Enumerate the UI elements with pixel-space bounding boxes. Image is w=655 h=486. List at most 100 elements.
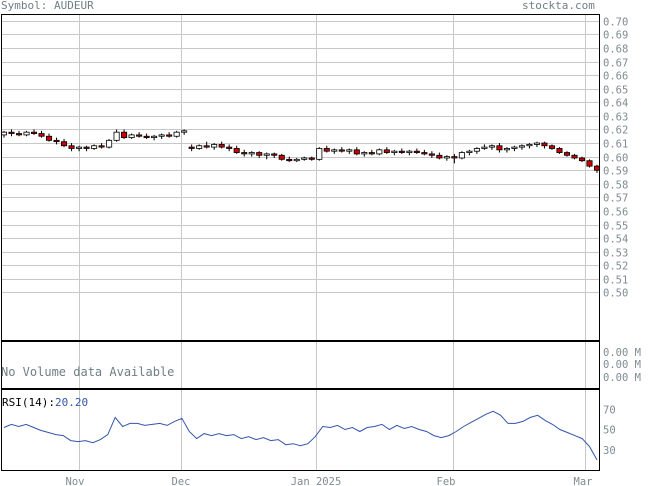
rsi-tick-label: 70 bbox=[603, 404, 616, 416]
panel-frame bbox=[1, 14, 600, 341]
candle-body bbox=[548, 145, 555, 149]
candle-body bbox=[53, 139, 60, 143]
panel-frame bbox=[1, 389, 600, 471]
price-tick-label: 0.61 bbox=[603, 139, 628, 151]
rsi-value: 20.20 bbox=[54, 396, 89, 409]
price-tick-label: 0.69 bbox=[603, 30, 628, 42]
candle-body bbox=[143, 135, 150, 139]
candle-body bbox=[173, 131, 180, 137]
candle-body bbox=[503, 148, 510, 151]
candle-body bbox=[346, 149, 353, 152]
candle-body bbox=[473, 148, 480, 152]
price-tick-label: 0.68 bbox=[603, 44, 628, 56]
candle-body bbox=[428, 153, 435, 156]
candle-body bbox=[113, 131, 120, 141]
candle-body bbox=[15, 133, 23, 136]
candle-body bbox=[241, 152, 248, 155]
candle-body bbox=[301, 157, 308, 160]
candle-body bbox=[316, 148, 323, 160]
brand-label[interactable]: stockta.com bbox=[522, 0, 595, 12]
price-tick-label: 0.62 bbox=[603, 125, 628, 137]
price-tick-label: 0.53 bbox=[603, 248, 628, 260]
candle-body bbox=[263, 153, 270, 156]
candle-body bbox=[136, 134, 143, 137]
candle-body bbox=[23, 131, 30, 136]
candle-body bbox=[46, 135, 53, 141]
price-tick-label: 0.64 bbox=[603, 98, 628, 110]
rsi-line bbox=[3, 410, 598, 461]
date-tick-label: Jan 2025 bbox=[291, 476, 342, 486]
volume-tick-label: 0.00 M bbox=[603, 347, 641, 359]
candle-body bbox=[526, 143, 533, 147]
candle-body bbox=[196, 145, 203, 149]
candle-body bbox=[586, 160, 593, 167]
candle-body bbox=[233, 148, 240, 153]
date-tick-label: Mar bbox=[574, 476, 593, 486]
candle-body bbox=[98, 145, 105, 148]
candle-body bbox=[383, 149, 390, 153]
price-tick-label: 0.54 bbox=[603, 234, 628, 246]
candle-body bbox=[151, 135, 158, 139]
candle-body bbox=[413, 150, 420, 153]
candle-body bbox=[353, 149, 360, 155]
candle-body bbox=[338, 149, 345, 152]
candle-body bbox=[0, 131, 8, 136]
candle-body bbox=[481, 146, 488, 149]
candle-body bbox=[226, 146, 233, 149]
price-tick-label: 0.51 bbox=[603, 275, 628, 287]
volume-tick-label: 0.00 M bbox=[603, 359, 641, 371]
candle-body bbox=[256, 152, 263, 156]
candle-body bbox=[518, 145, 525, 148]
price-tick-label: 0.57 bbox=[603, 193, 628, 205]
grid-layer bbox=[1, 14, 599, 470]
candle-body bbox=[278, 154, 285, 160]
price-tick-label: 0.59 bbox=[603, 166, 628, 178]
candle-body bbox=[496, 145, 503, 151]
candle-body bbox=[556, 148, 563, 153]
rsi-layer bbox=[3, 410, 598, 461]
frame-layer bbox=[1, 14, 600, 471]
candle-body bbox=[211, 143, 218, 148]
price-tick-label: 0.70 bbox=[603, 17, 628, 29]
candle-body bbox=[271, 153, 278, 156]
candle-body bbox=[451, 156, 458, 159]
candle-body bbox=[593, 165, 601, 171]
candle-body bbox=[511, 146, 518, 149]
candle-body bbox=[376, 149, 383, 155]
candle-body bbox=[38, 133, 45, 137]
candle-body bbox=[406, 150, 413, 153]
date-tick-label: Dec bbox=[172, 476, 191, 486]
volume-tick-label: 0.00 M bbox=[603, 372, 641, 384]
candle-body bbox=[203, 145, 210, 148]
candle-body bbox=[181, 130, 188, 133]
candle-body bbox=[128, 134, 135, 139]
candle-body bbox=[121, 131, 128, 139]
price-tick-label: 0.66 bbox=[603, 71, 628, 83]
candle-body bbox=[83, 146, 90, 149]
candle-body bbox=[458, 152, 465, 159]
candle-body bbox=[8, 131, 15, 134]
candle-body bbox=[293, 158, 300, 162]
candle-body bbox=[331, 149, 338, 152]
price-tick-label: 0.50 bbox=[603, 288, 628, 300]
candle-body bbox=[398, 150, 405, 153]
candle-body bbox=[68, 145, 75, 149]
rsi-label: RSI(14):20.20 bbox=[2, 396, 88, 409]
candle-body bbox=[488, 145, 495, 148]
candle-body bbox=[361, 152, 368, 155]
candle-body bbox=[578, 157, 586, 162]
price-tick-label: 0.60 bbox=[603, 153, 628, 165]
price-tick-label: 0.56 bbox=[603, 207, 628, 219]
candle-body bbox=[391, 150, 398, 153]
candle-body bbox=[218, 143, 225, 148]
candle-body bbox=[166, 134, 173, 137]
symbol-label: Symbol: AUDEUR bbox=[1, 0, 94, 12]
rsi-title: RSI(14): bbox=[2, 396, 55, 409]
candle-body bbox=[76, 146, 83, 149]
candle-body bbox=[421, 152, 428, 155]
candle-body bbox=[188, 146, 195, 149]
no-volume-message: No Volume data Available bbox=[1, 365, 175, 379]
candle-body bbox=[91, 145, 98, 149]
candle-body bbox=[533, 142, 540, 145]
